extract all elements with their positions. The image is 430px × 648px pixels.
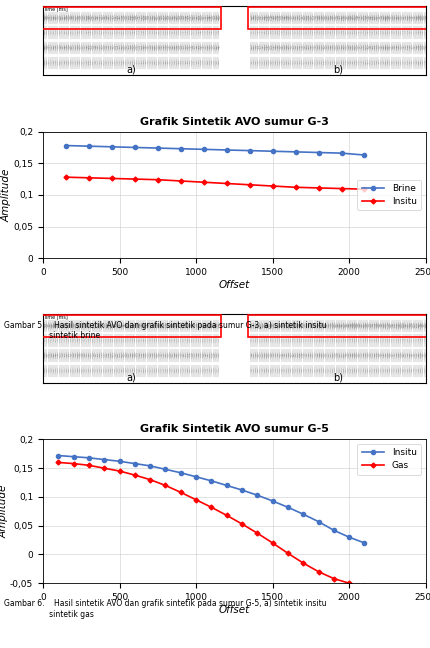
Bar	[41, 7, 221, 29]
Legend: Insitu, Gas: Insitu, Gas	[357, 444, 421, 474]
Brine	[339, 149, 344, 157]
Insitu	[339, 185, 344, 192]
Brine	[132, 144, 138, 152]
Insitu	[255, 491, 260, 499]
Insitu	[147, 462, 153, 470]
Insitu	[347, 533, 352, 541]
Gas	[178, 489, 183, 496]
Insitu	[163, 465, 168, 473]
Gas	[71, 459, 76, 467]
Insitu	[224, 179, 229, 187]
Insitu	[247, 181, 252, 189]
Insitu	[178, 177, 183, 185]
Gas	[362, 582, 367, 590]
Gas	[117, 467, 122, 475]
Insitu	[270, 182, 275, 190]
Text: Gambar 5.    Hasil sintetik AVO dan grafik sintetik pada sumur G-3, a) sintetik : Gambar 5. Hasil sintetik AVO dan grafik …	[4, 321, 327, 340]
Insitu	[101, 456, 107, 463]
Insitu	[224, 481, 229, 489]
Legend: Brine, Insitu: Brine, Insitu	[357, 179, 421, 210]
Insitu	[286, 503, 291, 511]
Brine	[201, 145, 206, 153]
Line: Brine: Brine	[64, 143, 366, 157]
Brine	[109, 143, 114, 151]
Brine	[178, 145, 183, 152]
Insitu	[301, 511, 306, 518]
Insitu	[331, 526, 336, 534]
Bar	[248, 315, 427, 337]
Insitu	[209, 477, 214, 485]
Text: b): b)	[333, 373, 343, 382]
Text: Gambar 6.    Hasil sintetik AVO dan grafik sintetik pada sumur G-5, a) sintetik : Gambar 6. Hasil sintetik AVO dan grafik …	[4, 599, 327, 619]
Insitu	[270, 497, 275, 505]
Brine	[362, 151, 367, 159]
Brine	[247, 146, 252, 154]
Insitu	[132, 459, 138, 467]
Insitu	[194, 473, 199, 481]
Insitu	[63, 173, 68, 181]
Insitu	[362, 185, 367, 193]
Gas	[209, 503, 214, 511]
Insitu	[178, 469, 183, 477]
Gas	[301, 559, 306, 567]
Insitu	[109, 174, 114, 182]
Gas	[56, 459, 61, 467]
Gas	[132, 471, 138, 479]
Insitu	[155, 176, 160, 183]
Insitu	[362, 539, 367, 547]
Title: Grafik Sintetik AVO sumur G-3: Grafik Sintetik AVO sumur G-3	[140, 117, 329, 127]
Insitu	[316, 518, 321, 526]
Brine	[86, 143, 92, 150]
Insitu	[293, 183, 298, 191]
Text: b): b)	[333, 65, 343, 75]
Gas	[240, 520, 245, 528]
Brine	[224, 146, 229, 154]
Gas	[270, 539, 275, 547]
Insitu	[201, 178, 206, 186]
Insitu	[86, 454, 92, 462]
Text: Time [ms]: Time [ms]	[43, 314, 68, 319]
Gas	[255, 529, 260, 537]
Line: Gas: Gas	[57, 461, 366, 588]
Insitu	[316, 184, 321, 192]
Gas	[194, 496, 199, 503]
Line: Insitu: Insitu	[56, 454, 366, 545]
Text: a): a)	[126, 373, 136, 382]
Brine	[155, 145, 160, 152]
Gas	[101, 465, 107, 472]
Text: Time [ms]: Time [ms]	[43, 6, 68, 12]
Insitu	[86, 174, 92, 181]
Text: a): a)	[126, 65, 136, 75]
Brine	[316, 148, 321, 156]
X-axis label: Offset: Offset	[219, 605, 250, 615]
Insitu	[240, 486, 245, 494]
Gas	[224, 511, 229, 519]
Brine	[293, 148, 298, 156]
Insitu	[56, 452, 61, 459]
Insitu	[117, 457, 122, 465]
Brine	[270, 147, 275, 155]
Y-axis label: Amplitude: Amplitude	[2, 168, 12, 222]
Gas	[286, 550, 291, 557]
Gas	[86, 461, 92, 469]
Gas	[331, 575, 336, 583]
X-axis label: Offset: Offset	[219, 280, 250, 290]
Brine	[63, 142, 68, 150]
Insitu	[132, 175, 138, 183]
Gas	[147, 476, 153, 483]
Title: Grafik Sintetik AVO sumur G-5: Grafik Sintetik AVO sumur G-5	[140, 424, 329, 435]
Gas	[347, 579, 352, 587]
Insitu	[71, 453, 76, 461]
Y-axis label: Amplitude: Amplitude	[0, 485, 9, 538]
Bar	[41, 315, 221, 337]
Gas	[163, 481, 168, 489]
Bar	[248, 7, 427, 29]
Line: Insitu: Insitu	[64, 176, 366, 191]
Gas	[316, 568, 321, 575]
